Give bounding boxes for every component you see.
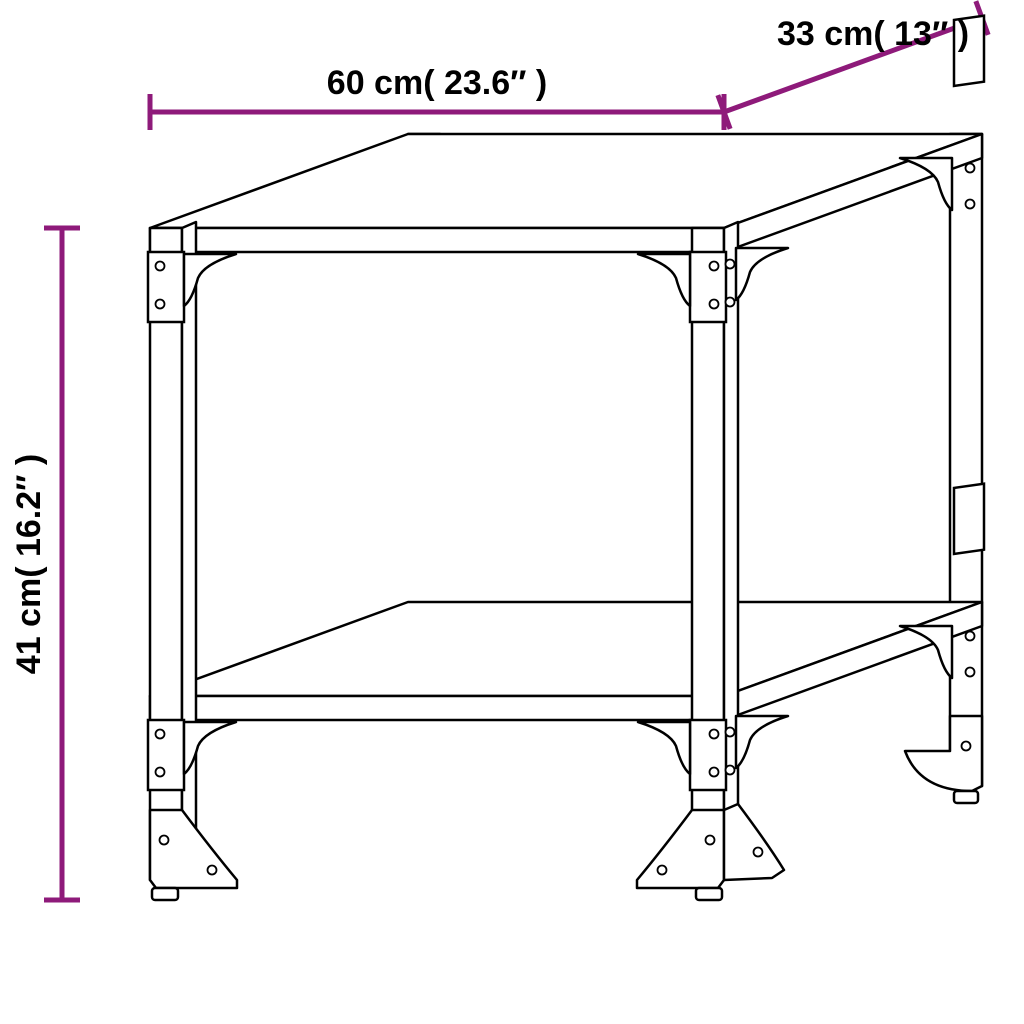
top-shelf-front (150, 228, 724, 252)
dim-label-width: 60 cm( 23.6″ ) (327, 64, 547, 102)
screw (156, 730, 165, 739)
screw (726, 298, 735, 307)
bracket-plate (690, 252, 726, 322)
gusset-side (736, 716, 788, 768)
bracket-plate (148, 720, 184, 790)
bracket-plate (690, 720, 726, 790)
bracket-plate-side (954, 484, 984, 554)
screw (962, 742, 971, 751)
screw (966, 164, 975, 173)
screw (156, 262, 165, 271)
screw (156, 768, 165, 777)
screw (710, 730, 719, 739)
screw (658, 866, 667, 875)
screw (966, 632, 975, 641)
foot-pad (696, 888, 722, 900)
dim-label-height: 41 cm( 16.2″ ) (10, 454, 48, 674)
screw (208, 866, 217, 875)
screw (754, 848, 763, 857)
screw (726, 766, 735, 775)
furniture-dimension-diagram: 60 cm( 23.6″ ) 33 cm( 13″ ) 41 cm( 16.2″ ) (0, 0, 1024, 1024)
gusset (638, 254, 690, 306)
screw (710, 262, 719, 271)
bottom-shelf-front (150, 696, 724, 720)
screw (726, 728, 735, 737)
screw (710, 300, 719, 309)
leg-foot-front-right (637, 810, 724, 888)
screw (966, 200, 975, 209)
screw (966, 668, 975, 677)
screw (156, 300, 165, 309)
gusset (638, 722, 690, 774)
gusset-side (736, 248, 788, 300)
leg-back-right (950, 134, 982, 786)
foot-pad (152, 888, 178, 900)
screw (710, 768, 719, 777)
screw (706, 836, 715, 845)
dim-label-depth: 33 cm( 13″ ) (777, 15, 969, 53)
leg-foot-back-right (905, 716, 982, 791)
screw (160, 836, 169, 845)
foot-pad (954, 791, 978, 803)
screw (726, 260, 735, 269)
bracket-plate (148, 252, 184, 322)
leg-foot-front-right-side (724, 804, 784, 880)
